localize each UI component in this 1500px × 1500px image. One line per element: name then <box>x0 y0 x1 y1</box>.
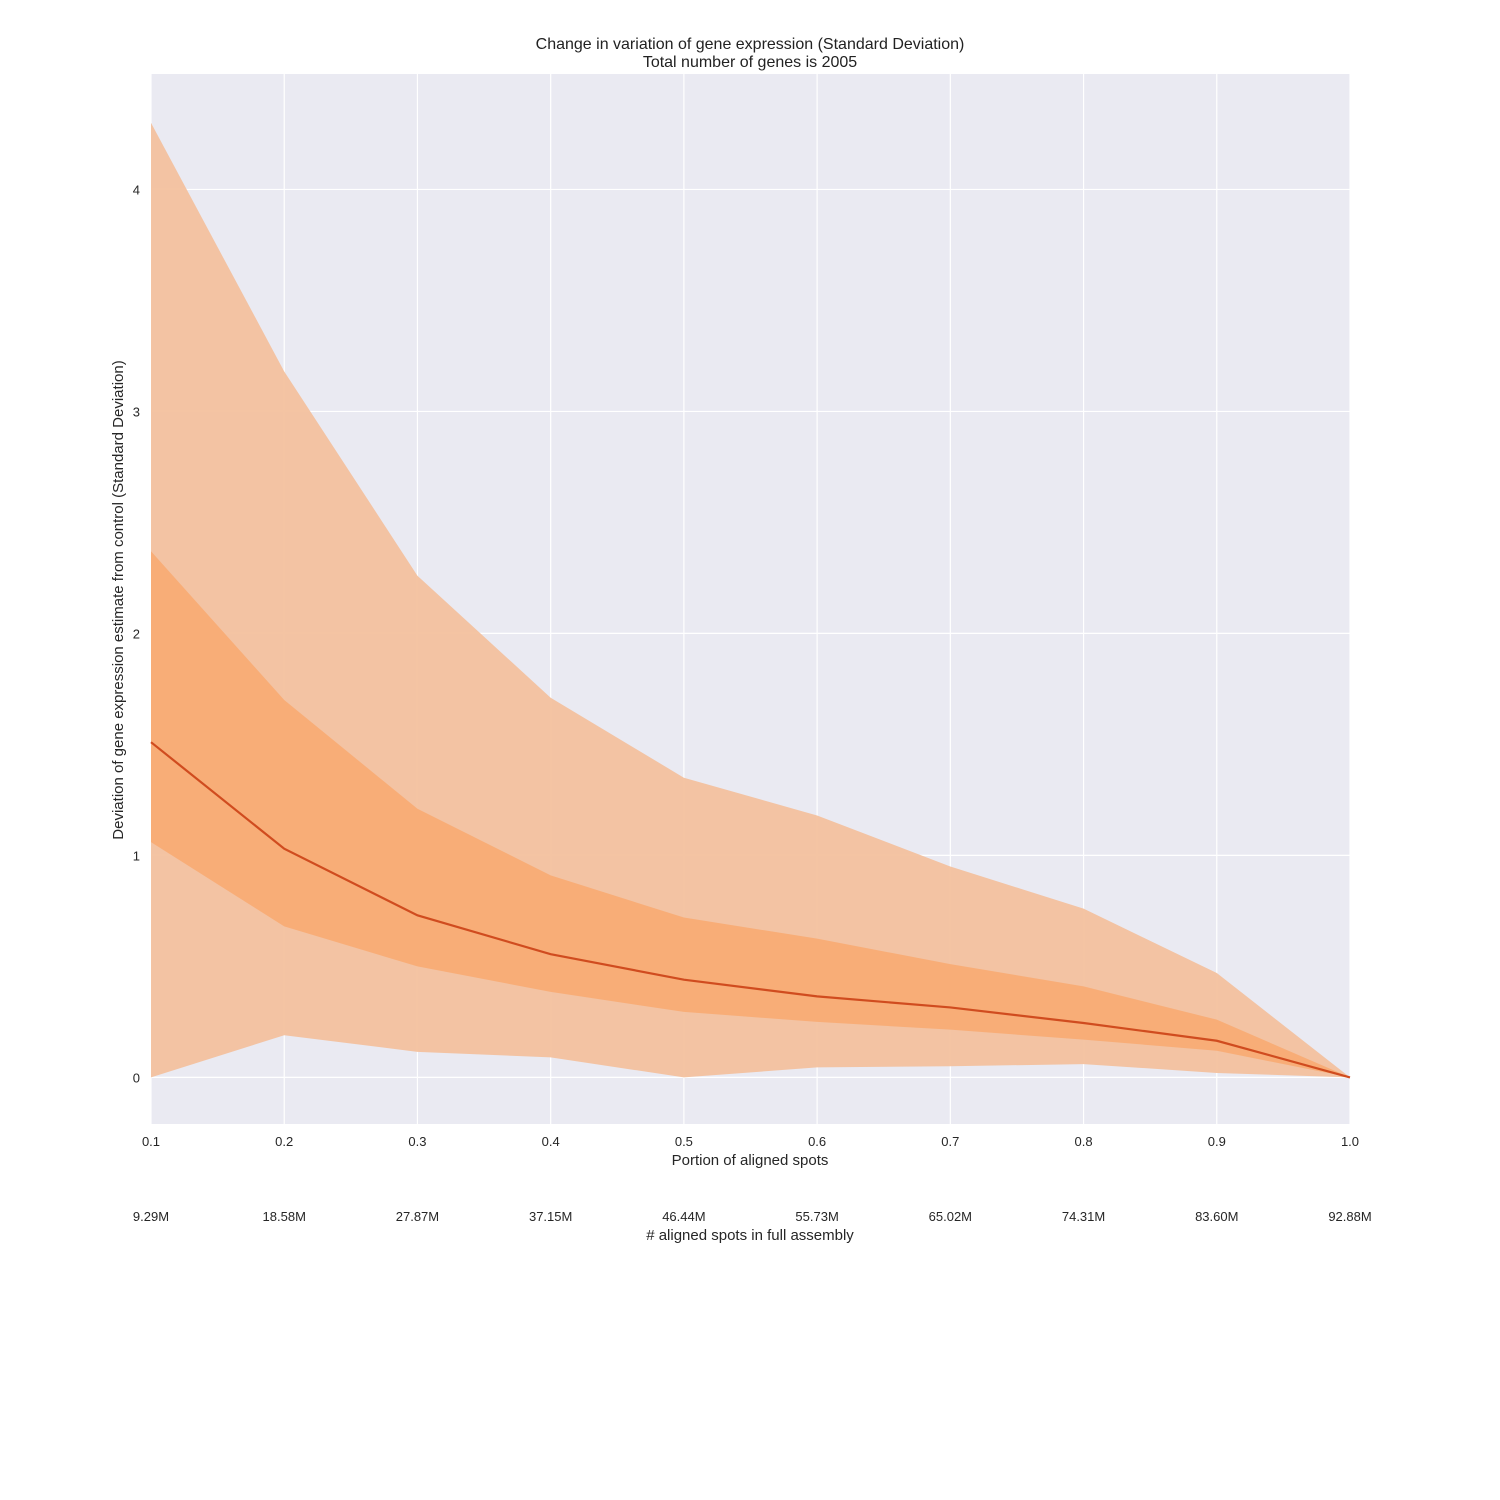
x-tick-label: 0.5 <box>675 1134 693 1149</box>
secondary-x-tick-label: 55.73M <box>795 1209 838 1224</box>
y-tick-label: 0 <box>133 1070 140 1085</box>
secondary-x-tick-label: 92.88M <box>1328 1209 1371 1224</box>
secondary-x-tick-label: 18.58M <box>263 1209 306 1224</box>
secondary-x-axis-ticks: 9.29M 18.58M 27.87M 37.15M 46.44M 55.73M 65.02… <box>133 1209 1372 1224</box>
secondary-x-tick-label: 9.29M <box>133 1209 169 1224</box>
secondary-x-tick-label: 74.31M <box>1062 1209 1105 1224</box>
y-tick-label: 4 <box>133 182 140 197</box>
y-axis-label: Deviation of gene expression estimate fr… <box>110 360 127 839</box>
secondary-x-axis-label: # aligned spots in full assembly <box>646 1227 854 1244</box>
x-axis-ticks: 0.1 0.2 0.3 0.4 0.5 0.6 0.7 0.8 0.9 1.0 <box>142 1134 1359 1149</box>
x-tick-label: 1.0 <box>1341 1134 1359 1149</box>
y-tick-label: 1 <box>133 848 140 863</box>
y-tick-label: 2 <box>133 626 140 641</box>
x-tick-label: 0.3 <box>408 1134 426 1149</box>
x-tick-label: 0.8 <box>1075 1134 1093 1149</box>
secondary-x-tick-label: 65.02M <box>929 1209 972 1224</box>
x-tick-label: 0.9 <box>1208 1134 1226 1149</box>
chart-subtitle: Total number of genes is 2005 <box>643 54 857 71</box>
secondary-x-tick-label: 27.87M <box>396 1209 439 1224</box>
x-tick-label: 0.4 <box>542 1134 560 1149</box>
bands <box>151 122 1350 1078</box>
chart-title: Change in variation of gene expression (… <box>536 36 965 53</box>
secondary-x-tick-label: 83.60M <box>1195 1209 1238 1224</box>
x-tick-label: 0.7 <box>941 1134 959 1149</box>
median-line <box>150 741 1351 1079</box>
x-axis-label: Portion of aligned spots <box>672 1152 829 1169</box>
secondary-x-tick-label: 37.15M <box>529 1209 572 1224</box>
y-axis-ticks: 0 1 2 3 4 <box>133 182 140 1085</box>
x-tick-label: 0.6 <box>808 1134 826 1149</box>
secondary-x-tick-label: 46.44M <box>662 1209 705 1224</box>
y-tick-label: 3 <box>133 404 140 419</box>
grid <box>150 74 1351 1124</box>
x-tick-label: 0.2 <box>275 1134 293 1149</box>
median-series <box>150 741 1351 1079</box>
inner-band <box>151 551 1350 1078</box>
x-tick-label: 0.1 <box>142 1134 160 1149</box>
